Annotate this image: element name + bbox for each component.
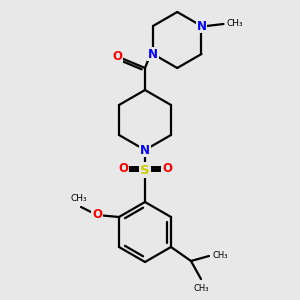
Text: O: O (118, 163, 128, 176)
Text: O: O (92, 208, 102, 221)
Text: CH₃: CH₃ (71, 194, 87, 203)
Text: N: N (148, 47, 158, 61)
Text: CH₃: CH₃ (193, 284, 209, 293)
Text: N: N (140, 143, 150, 157)
Text: O: O (162, 163, 172, 176)
Text: CH₃: CH₃ (213, 250, 229, 260)
Text: CH₃: CH₃ (226, 20, 243, 28)
Text: N: N (196, 20, 206, 32)
Text: O: O (112, 50, 122, 62)
Text: S: S (140, 164, 150, 176)
